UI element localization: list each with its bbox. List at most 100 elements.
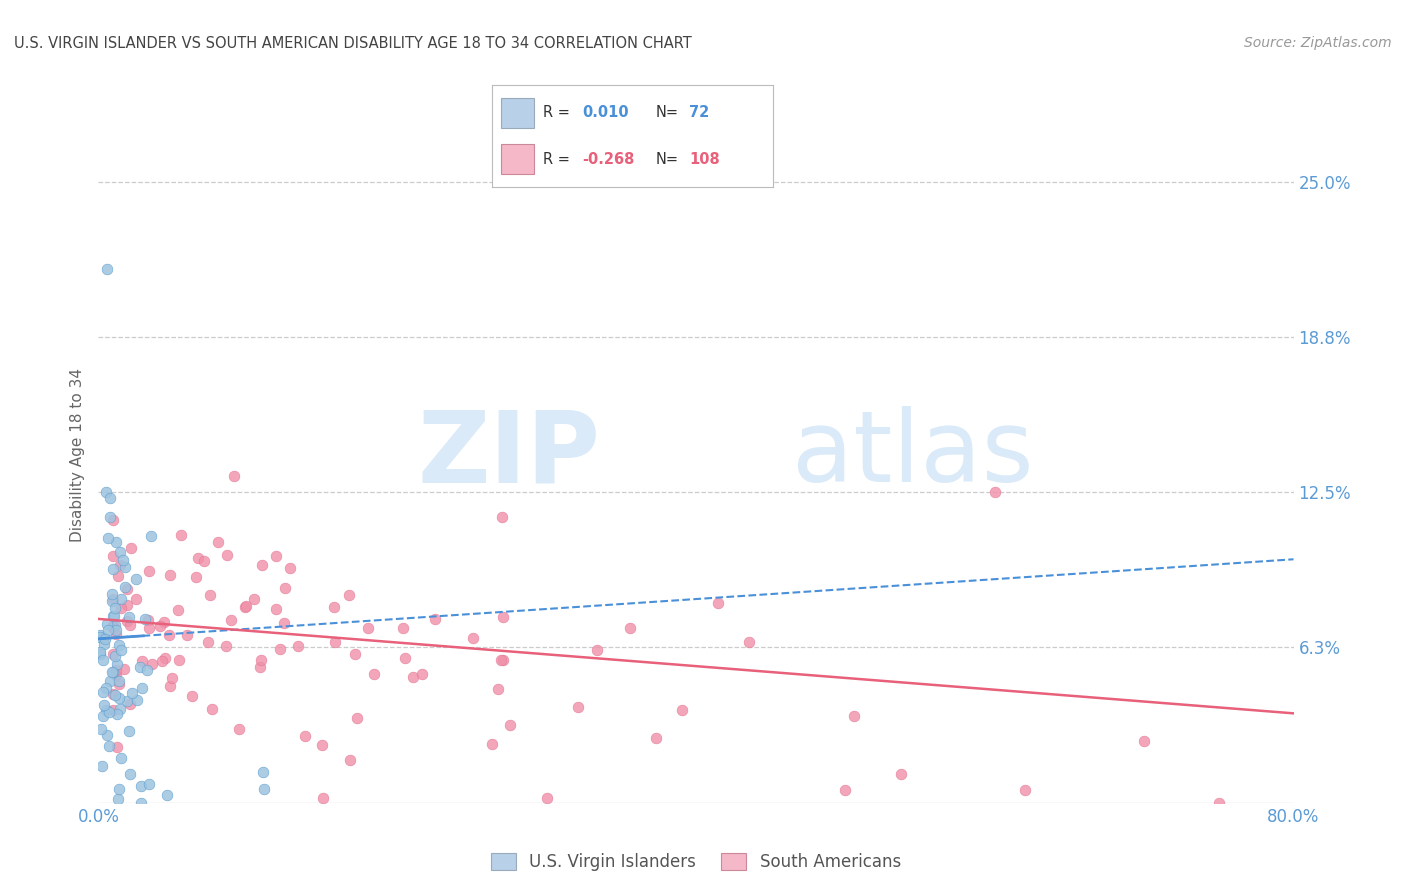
Point (103, 549, 125, 564)
Y-axis label: Disability Age 18 to 34: Disability Age 18 to 34 (70, 368, 86, 542)
Point (671, 702, 693, 716)
Point (138, 564, 160, 578)
Point (110, 592, 132, 607)
Point (103, 687, 125, 701)
Point (344, 647, 367, 661)
Point (107, 691, 129, 706)
Point (221, 613, 243, 627)
Text: 0.010: 0.010 (582, 105, 628, 120)
Point (96, 728, 118, 742)
Point (94, 632, 117, 647)
Point (98, 673, 121, 688)
Point (150, 654, 173, 668)
Point (103, 513, 125, 527)
Point (131, 654, 153, 668)
Point (105, 657, 128, 672)
Point (207, 534, 229, 549)
Point (619, 622, 641, 636)
Point (118, 766, 141, 780)
Point (489, 653, 512, 667)
Point (363, 667, 385, 681)
Point (311, 738, 333, 752)
Point (160, 671, 183, 685)
Point (94, 703, 117, 717)
Point (499, 717, 522, 731)
Point (536, 790, 558, 805)
Point (323, 634, 346, 648)
Point (103, 592, 125, 607)
Point (176, 628, 198, 642)
Point (129, 796, 152, 810)
Text: ZIP: ZIP (418, 407, 600, 503)
Point (115, 614, 138, 628)
Point (1208, 796, 1230, 810)
Point (269, 642, 291, 657)
Text: R =: R = (543, 105, 569, 120)
Point (567, 700, 589, 714)
Point (103, 608, 125, 623)
Point (186, 551, 208, 566)
Point (197, 635, 219, 649)
Point (125, 572, 148, 586)
Point (264, 602, 287, 616)
Point (834, 783, 856, 797)
Point (94, 485, 117, 500)
Point (159, 568, 181, 582)
Point (103, 647, 125, 661)
Point (586, 643, 609, 657)
Point (253, 781, 276, 796)
Point (193, 554, 215, 568)
Point (110, 751, 132, 765)
Point (93, 652, 115, 666)
Point (104, 649, 127, 664)
Text: atlas: atlas (792, 407, 1033, 503)
Point (101, 665, 124, 679)
Point (89, 630, 111, 644)
Point (97, 705, 120, 719)
Point (228, 723, 250, 737)
Point (287, 639, 309, 653)
Point (97, 623, 120, 637)
Point (104, 600, 127, 615)
Point (117, 610, 139, 624)
Point (266, 549, 288, 564)
Point (167, 653, 190, 667)
Point (984, 485, 1007, 500)
Point (96, 261, 118, 276)
Point (170, 528, 193, 542)
Point (93, 637, 115, 651)
Point (323, 600, 346, 615)
Point (890, 767, 912, 781)
Point (118, 618, 141, 632)
Point (103, 622, 125, 636)
Point (101, 665, 124, 679)
Point (346, 711, 368, 725)
Point (115, 598, 138, 612)
Point (394, 651, 416, 665)
Point (250, 653, 273, 667)
Point (217, 549, 239, 563)
Text: N=: N= (655, 105, 678, 120)
Point (117, 694, 139, 708)
Point (91, 758, 114, 772)
Point (644, 731, 666, 745)
Point (91, 684, 114, 698)
Point (129, 660, 152, 674)
Point (105, 534, 128, 549)
Point (105, 707, 128, 722)
Point (107, 677, 129, 691)
Point (391, 621, 413, 635)
Point (105, 739, 128, 754)
Point (222, 468, 245, 483)
Point (131, 681, 153, 695)
Point (103, 619, 125, 633)
Point (114, 581, 136, 595)
Point (103, 619, 125, 633)
Point (104, 688, 127, 702)
Point (294, 729, 316, 743)
Point (842, 708, 865, 723)
Text: -0.268: -0.268 (582, 152, 634, 167)
Point (108, 673, 131, 688)
Point (186, 570, 208, 584)
Point (156, 788, 179, 802)
